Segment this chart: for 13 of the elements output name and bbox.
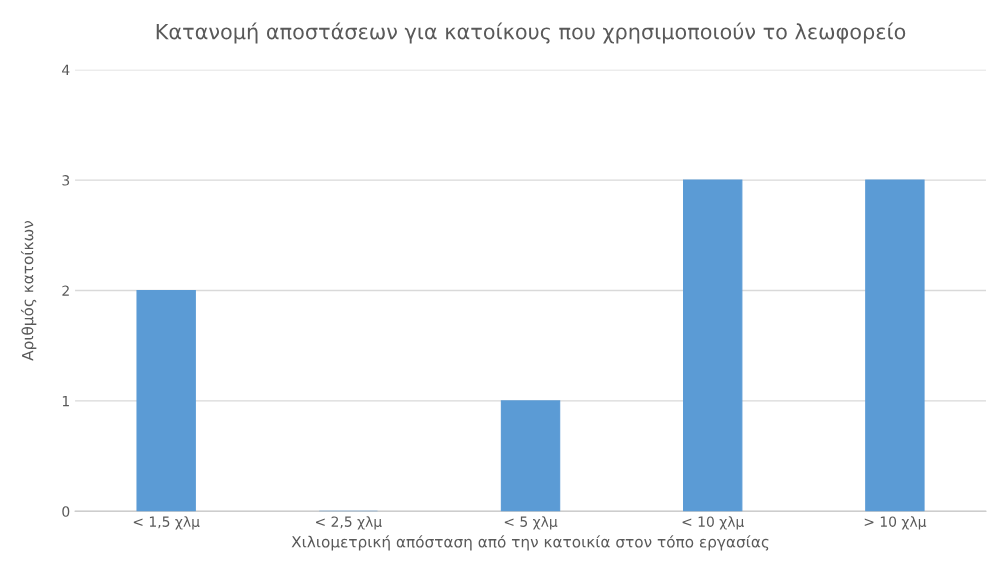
x-axis-title: Χιλιομετρική απόσταση από την κατοικία στον τόπο εργασίας (291, 535, 769, 551)
x-tick-label: < 2,5 χλμ (316, 516, 382, 530)
y-tick-label: 4 (62, 64, 70, 75)
x-tick-label: < 5 χλμ (504, 516, 558, 530)
y-tick-label: 1 (62, 396, 69, 407)
y-tick-label: 3 (62, 175, 70, 186)
x-tick-label: < 10 χλμ (682, 516, 744, 530)
x-tick-label: < 1,5 χλμ (133, 516, 200, 530)
chart-title: Κατανομή αποστάσεων για κατοίκους που χρησιμοποιούν το λεωφορείο (156, 22, 906, 44)
x-tick-label: > 10 χλμ (864, 516, 927, 530)
y-tick-label: 0 (62, 506, 70, 517)
y-tick-label: 2 (62, 285, 69, 296)
y-axis-title: Αριθμός κατοίκων (20, 220, 37, 361)
